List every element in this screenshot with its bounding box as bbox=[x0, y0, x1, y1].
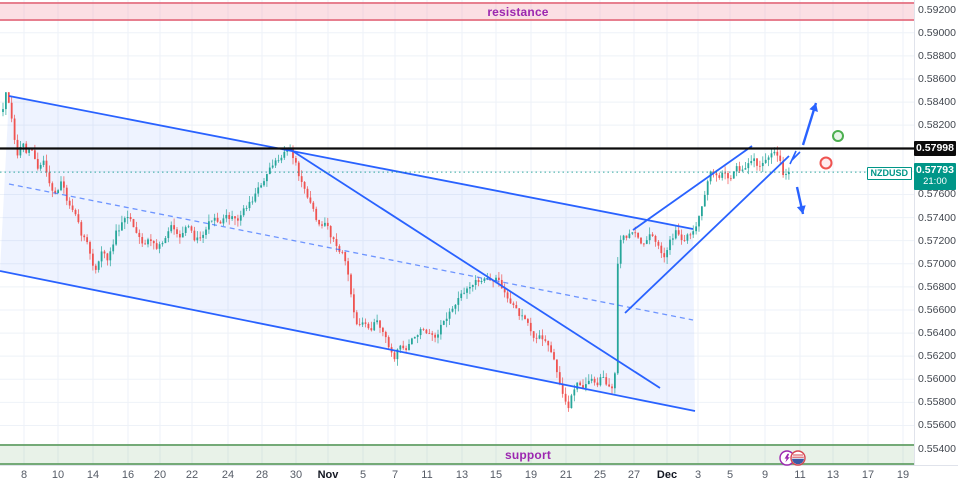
date-axis-label: Dec bbox=[656, 469, 678, 481]
date-axis-label: 21 bbox=[559, 469, 573, 481]
symbol-tag: NZDUSD bbox=[866, 167, 912, 180]
date-axis-label: 24 bbox=[221, 469, 235, 481]
price-axis-label: 0.57400 bbox=[918, 211, 956, 224]
date-axis-label: 14 bbox=[86, 469, 100, 481]
last-price-value: 0.57793 bbox=[916, 164, 954, 176]
date-axis-label: 11 bbox=[421, 469, 433, 481]
price-axis-label: 0.56800 bbox=[918, 280, 956, 293]
up-arrow[interactable] bbox=[801, 102, 818, 146]
date-axis-label: 5 bbox=[726, 469, 734, 481]
price-axis-label: 0.55400 bbox=[918, 442, 956, 455]
date-axis-label: 9 bbox=[761, 469, 769, 481]
date-axis-label: 20 bbox=[153, 469, 167, 481]
zigzag-mark[interactable] bbox=[789, 150, 801, 165]
red-circle-marker[interactable] bbox=[819, 156, 833, 170]
descending-channel-fill[interactable] bbox=[0, 96, 695, 411]
price-axis-label: 0.57000 bbox=[918, 257, 956, 270]
date-axis-label: 17 bbox=[861, 469, 875, 481]
price-axis-label: 0.59200 bbox=[918, 3, 956, 16]
resistance-zone-label: resistance bbox=[487, 4, 549, 19]
price-axis-label: 0.59000 bbox=[918, 26, 956, 39]
date-axis-label: 7 bbox=[391, 469, 399, 481]
green-circle-marker[interactable] bbox=[832, 130, 844, 142]
date-axis-label: 11 bbox=[794, 469, 806, 481]
price-axis[interactable]: 0.59200 0.59000 0.58800 0.58600 0.58400 0.582… bbox=[914, 0, 958, 465]
price-axis-label: 0.56600 bbox=[918, 303, 956, 316]
date-axis-label: 25 bbox=[593, 469, 607, 481]
date-axis-label: 10 bbox=[51, 469, 65, 481]
ascending-channel-bottom-line[interactable] bbox=[624, 155, 790, 314]
descending-channel-top-line[interactable] bbox=[8, 95, 694, 230]
horizontal-line-price-tag: 0.57998 bbox=[914, 141, 956, 156]
resistance-zone[interactable]: resistance bbox=[0, 2, 914, 21]
support-zone-label: support bbox=[504, 447, 552, 462]
price-axis-label: 0.57600 bbox=[918, 188, 956, 201]
date-axis-label: 27 bbox=[627, 469, 641, 481]
date-axis-label: 16 bbox=[121, 469, 135, 481]
time-axis[interactable]: 8 10 14 16 20 22 24 28 30 Nov 5 7 11 13 15 19 21 25 27 Dec 3… bbox=[0, 465, 958, 481]
price-axis-label: 0.57200 bbox=[918, 234, 956, 247]
date-axis-label: 30 bbox=[289, 469, 303, 481]
price-axis-label: 0.56000 bbox=[918, 373, 956, 386]
date-axis-label: 28 bbox=[255, 469, 269, 481]
price-axis-label: 0.55600 bbox=[918, 419, 956, 432]
support-zone[interactable]: support bbox=[0, 444, 914, 465]
price-axis-label: 0.58600 bbox=[918, 72, 956, 85]
price-axis-label: 0.56200 bbox=[918, 350, 956, 363]
bar-countdown: 21:00 bbox=[923, 176, 947, 187]
date-axis-label: 22 bbox=[185, 469, 199, 481]
date-axis-label: 3 bbox=[694, 469, 702, 481]
price-axis-label: 0.55800 bbox=[918, 396, 956, 409]
price-axis-label: 0.58400 bbox=[918, 96, 956, 109]
date-axis-label: 19 bbox=[896, 469, 910, 481]
date-axis-label: Nov bbox=[317, 469, 339, 481]
descending-channel-bottom-line[interactable] bbox=[0, 270, 696, 412]
date-axis-label: 5 bbox=[359, 469, 367, 481]
price-axis-label: 0.58200 bbox=[918, 119, 956, 132]
economic-event-us-flag-icon[interactable] bbox=[790, 450, 806, 466]
price-axis-label: 0.58800 bbox=[918, 49, 956, 62]
date-axis-label: 19 bbox=[524, 469, 538, 481]
date-axis-label: 8 bbox=[20, 469, 28, 481]
ascending-channel-top-line[interactable] bbox=[632, 145, 753, 231]
steep-descending-trendline[interactable] bbox=[287, 147, 661, 389]
date-axis-label: 13 bbox=[826, 469, 840, 481]
price-axis-label: 0.56400 bbox=[918, 327, 956, 340]
down-arrow[interactable] bbox=[795, 186, 806, 215]
date-axis-label: 13 bbox=[455, 469, 469, 481]
last-price-tag: 0.57793 21:00 bbox=[914, 163, 956, 190]
date-axis-label: 15 bbox=[489, 469, 503, 481]
